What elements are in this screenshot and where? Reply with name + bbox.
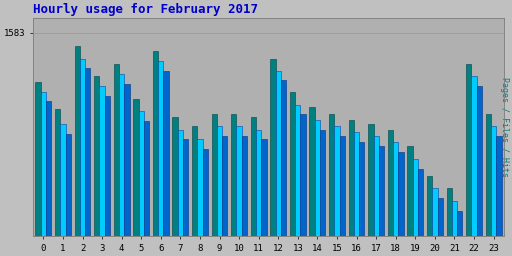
Bar (99, 86, 105, 256)
Bar (349, 120, 354, 256)
Bar (66, 134, 71, 256)
Bar (379, 146, 384, 256)
Bar (256, 130, 261, 256)
Bar (237, 126, 242, 256)
Bar (124, 84, 130, 256)
Y-axis label: Pages / Files / Hits: Pages / Files / Hits (500, 77, 508, 177)
Bar (114, 64, 119, 256)
Bar (178, 130, 183, 256)
Bar (408, 146, 413, 256)
Bar (457, 211, 462, 256)
Bar (75, 46, 80, 256)
Bar (477, 86, 482, 256)
Bar (242, 136, 247, 256)
Bar (222, 136, 227, 256)
Bar (398, 152, 403, 256)
Bar (139, 111, 144, 256)
Bar (60, 124, 66, 256)
Bar (368, 124, 374, 256)
Bar (270, 59, 275, 256)
Bar (119, 74, 124, 256)
Bar (452, 201, 457, 256)
Bar (446, 188, 452, 256)
Bar (315, 120, 320, 256)
Bar (211, 114, 217, 256)
Bar (301, 114, 306, 256)
Bar (393, 142, 398, 256)
Bar (163, 71, 169, 256)
Bar (334, 126, 339, 256)
Bar (491, 126, 496, 256)
Bar (309, 108, 315, 256)
Bar (329, 114, 334, 256)
Bar (105, 96, 110, 256)
Bar (354, 132, 359, 256)
Bar (35, 82, 41, 256)
Bar (192, 126, 197, 256)
Bar (281, 80, 286, 256)
Bar (158, 61, 163, 256)
Bar (46, 101, 51, 256)
Bar (231, 114, 237, 256)
Bar (413, 158, 418, 256)
Bar (144, 121, 149, 256)
Bar (374, 136, 379, 256)
Bar (217, 126, 222, 256)
Bar (203, 148, 208, 256)
Bar (41, 92, 46, 256)
Bar (94, 76, 99, 256)
Text: Hourly usage for February 2017: Hourly usage for February 2017 (33, 4, 258, 16)
Bar (359, 142, 365, 256)
Bar (290, 92, 295, 256)
Bar (183, 138, 188, 256)
Bar (339, 136, 345, 256)
Bar (466, 64, 472, 256)
Bar (55, 109, 60, 256)
Bar (251, 118, 256, 256)
Bar (133, 99, 139, 256)
Bar (295, 105, 301, 256)
Bar (261, 138, 267, 256)
Bar (427, 176, 432, 256)
Bar (496, 136, 502, 256)
Bar (472, 76, 477, 256)
Bar (418, 168, 423, 256)
Bar (275, 71, 281, 256)
Bar (432, 188, 438, 256)
Bar (80, 59, 85, 256)
Bar (438, 198, 443, 256)
Bar (197, 138, 203, 256)
Bar (320, 130, 325, 256)
Bar (173, 118, 178, 256)
Bar (85, 68, 91, 256)
Bar (388, 130, 393, 256)
Bar (153, 51, 158, 256)
Bar (486, 114, 491, 256)
